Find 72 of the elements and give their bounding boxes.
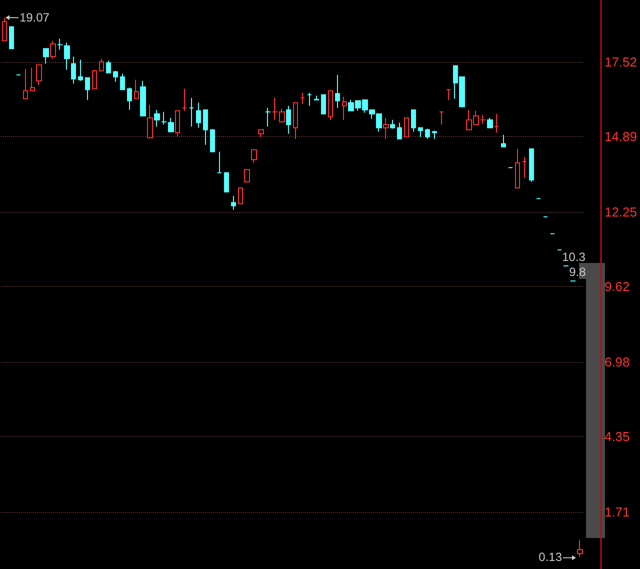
y-tick-label: 9.62	[604, 279, 630, 294]
candlestick	[140, 80, 146, 116]
candlestick	[425, 128, 430, 140]
candlestick	[78, 59, 83, 82]
candlestick	[92, 69, 97, 90]
candlestick	[30, 67, 35, 92]
candlestick	[50, 40, 56, 60]
candlestick	[328, 90, 333, 120]
candlestick	[335, 74, 340, 108]
candlestick	[487, 117, 493, 128]
candlestick	[71, 56, 76, 84]
candlestick	[439, 111, 444, 126]
candlestick	[120, 73, 125, 90]
candlestick	[383, 117, 389, 140]
candlestick	[529, 148, 534, 182]
y-tick-label: 4.35	[604, 429, 630, 444]
candlestick	[494, 113, 499, 134]
candlestick	[432, 130, 437, 140]
candlestick	[9, 26, 14, 50]
candlestick	[397, 122, 402, 140]
candlestick	[154, 109, 160, 128]
candlestick	[501, 134, 506, 148]
candlestick	[175, 110, 180, 138]
annotation: 10.3	[562, 250, 586, 264]
y-tick-label: 6.98	[604, 354, 630, 370]
candlestick	[134, 79, 139, 100]
candlestick	[57, 38, 63, 50]
candlestick	[43, 48, 49, 64]
candlestick	[217, 151, 222, 174]
candlestick	[36, 64, 42, 86]
y-tick-label: 14.89	[604, 129, 638, 144]
candlestick	[390, 119, 395, 130]
candlestick	[196, 102, 201, 128]
candlestick	[342, 96, 347, 120]
candlestick	[127, 87, 132, 110]
candlestick	[182, 88, 187, 112]
candlestick	[258, 129, 264, 138]
candlestick	[251, 149, 257, 164]
candlestick	[238, 187, 243, 204]
candlestick	[244, 169, 250, 182]
candlestick	[106, 60, 111, 74]
candlestick	[224, 172, 229, 192]
candlestick	[189, 97, 194, 128]
candlestick	[404, 117, 409, 138]
candlestick	[314, 95, 319, 100]
candlestick	[64, 42, 70, 70]
candlestick	[203, 109, 208, 146]
candlestick	[293, 102, 298, 140]
y-tick-label: 12.25	[604, 204, 638, 220]
annotation: 19.07	[19, 10, 50, 25]
candlestick	[522, 156, 527, 178]
candlestick	[300, 92, 305, 104]
candlestick	[210, 129, 215, 152]
candlestick	[307, 92, 312, 106]
candlestick	[231, 195, 236, 210]
candlestick	[265, 107, 271, 128]
annotation: 0.13	[538, 550, 562, 564]
candlestick	[85, 77, 90, 100]
candlestick	[446, 89, 451, 100]
candlestick	[321, 94, 326, 114]
y-tick-label: 17.52	[604, 54, 638, 70]
candlestick	[23, 68, 28, 100]
candlestick	[286, 105, 291, 134]
y-tick-label: 1.71	[604, 504, 630, 520]
candlestick	[147, 104, 153, 138]
candlestick	[411, 109, 416, 132]
annotation: 9.8	[569, 264, 586, 279]
candlestick	[418, 127, 423, 138]
candlestick	[113, 70, 118, 82]
candlestick	[577, 539, 583, 558]
candlestick	[99, 58, 104, 72]
candlestick	[515, 148, 520, 188]
